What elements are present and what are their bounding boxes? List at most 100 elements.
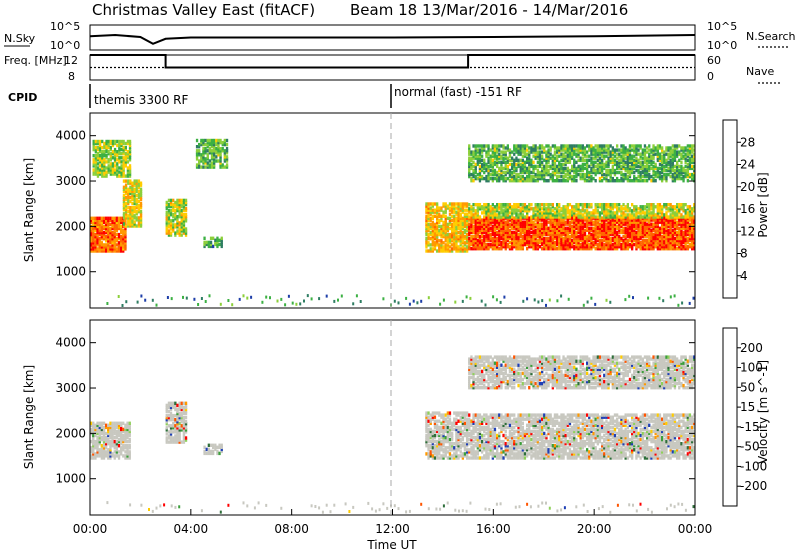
heatmap-cell <box>583 176 587 181</box>
heatmap-cell <box>669 203 672 207</box>
heatmap-cell <box>198 142 201 147</box>
heatmap-cell <box>135 210 138 214</box>
heatmap-cell <box>575 216 578 220</box>
heatmap-cell <box>468 158 471 162</box>
heatmap-cell <box>682 234 685 239</box>
heatmap-cell <box>131 187 134 191</box>
heatmap-cell <box>654 242 657 247</box>
heatmap-cell <box>688 144 692 148</box>
heatmap-cell <box>534 242 537 247</box>
heatmap-cell <box>658 234 662 239</box>
heatmap-cell <box>96 141 100 146</box>
heatmap-cell <box>113 247 116 251</box>
heatmap-cell <box>444 216 447 220</box>
heatmap-cell <box>470 242 473 247</box>
heatmap-cell <box>427 218 430 223</box>
heatmap-cell <box>577 158 580 162</box>
heatmap-cell <box>596 232 599 237</box>
heatmap-cell <box>650 174 653 179</box>
heatmap-cell <box>631 160 634 164</box>
heatmap-cell <box>586 220 589 224</box>
heatmap-cell <box>174 223 177 227</box>
heatmap-cell <box>607 144 610 148</box>
heatmap-cell <box>620 179 623 183</box>
heatmap-cell <box>459 230 462 235</box>
heatmap-cell <box>564 144 567 148</box>
heatmap-cell <box>586 166 589 171</box>
heatmap-cell <box>639 224 642 228</box>
heatmap-cell <box>556 203 559 207</box>
heatmap-cell <box>206 149 209 153</box>
heatmap-cell <box>588 179 591 183</box>
heatmap-cell <box>470 172 473 177</box>
heatmap-cell <box>556 224 559 228</box>
heatmap-cell <box>541 215 544 219</box>
heatmap-cell <box>442 228 445 233</box>
heatmap-cell <box>534 218 537 222</box>
heatmap-cell <box>480 299 483 303</box>
heatmap-cell <box>665 211 668 215</box>
heatmap-cell <box>124 232 127 237</box>
heatmap-cell <box>575 236 578 241</box>
heatmap-cell <box>167 213 171 217</box>
heatmap-cell <box>656 203 659 207</box>
heatmap-cell <box>92 143 95 148</box>
heatmap-cell <box>583 232 587 237</box>
heatmap-cell <box>496 220 499 224</box>
heatmap-cell <box>594 242 597 247</box>
heatmap-cell <box>478 238 482 243</box>
heatmap-cell <box>470 222 473 226</box>
heatmap-cell <box>573 232 576 237</box>
heatmap-cell <box>167 233 171 237</box>
heatmap-cell <box>526 179 529 183</box>
heatmap-cell <box>558 238 561 243</box>
heatmap-cell <box>628 154 632 158</box>
heatmap-cell <box>603 162 606 167</box>
heatmap-cell <box>511 213 514 217</box>
heatmap-cell <box>650 162 653 167</box>
heatmap-cell <box>669 154 672 158</box>
heatmap-cell <box>558 213 561 217</box>
heatmap-cell <box>528 236 531 241</box>
heatmap-cell <box>103 174 106 178</box>
heatmap-cell <box>496 158 499 162</box>
heatmap-cell <box>478 236 482 241</box>
heatmap-cell <box>517 215 520 219</box>
heatmap-cell <box>560 245 563 249</box>
heatmap-cell <box>295 302 298 306</box>
heatmap-cell <box>639 234 642 239</box>
heatmap-cell <box>178 221 181 225</box>
heatmap-cell <box>635 247 638 251</box>
heatmap-cell <box>631 226 634 230</box>
heatmap-cell <box>553 232 557 237</box>
heatmap-cell <box>568 203 572 207</box>
heatmap-cell <box>521 150 524 154</box>
heatmap-cell <box>635 148 638 152</box>
heatmap-cell <box>113 170 117 174</box>
heatmap-cell <box>541 144 544 148</box>
heatmap-cell <box>491 166 494 171</box>
heatmap-cell <box>491 176 494 181</box>
heatmap-cell <box>111 150 115 154</box>
heatmap-cell <box>586 203 589 207</box>
heatmap-cell <box>691 240 694 245</box>
heatmap-cell <box>135 212 138 216</box>
heatmap-cell <box>543 158 546 162</box>
heatmap-cell <box>646 247 649 251</box>
heatmap-cell <box>598 211 602 215</box>
heatmap-cell <box>101 150 104 154</box>
heatmap-cell <box>669 232 672 237</box>
heatmap-cell <box>639 172 642 177</box>
heatmap-cell <box>528 152 531 156</box>
heatmap-cell <box>102 247 106 251</box>
heatmap-cell <box>541 238 544 243</box>
heatmap-cell <box>661 146 664 150</box>
heatmap-cell <box>182 223 186 227</box>
heatmap-cell <box>545 160 548 164</box>
heatmap-cell <box>551 232 554 237</box>
heatmap-cell <box>598 179 602 183</box>
heatmap-cell <box>485 176 488 181</box>
heatmap-cell <box>517 228 520 232</box>
heatmap-cell <box>144 298 147 302</box>
heatmap-cell <box>102 216 106 220</box>
